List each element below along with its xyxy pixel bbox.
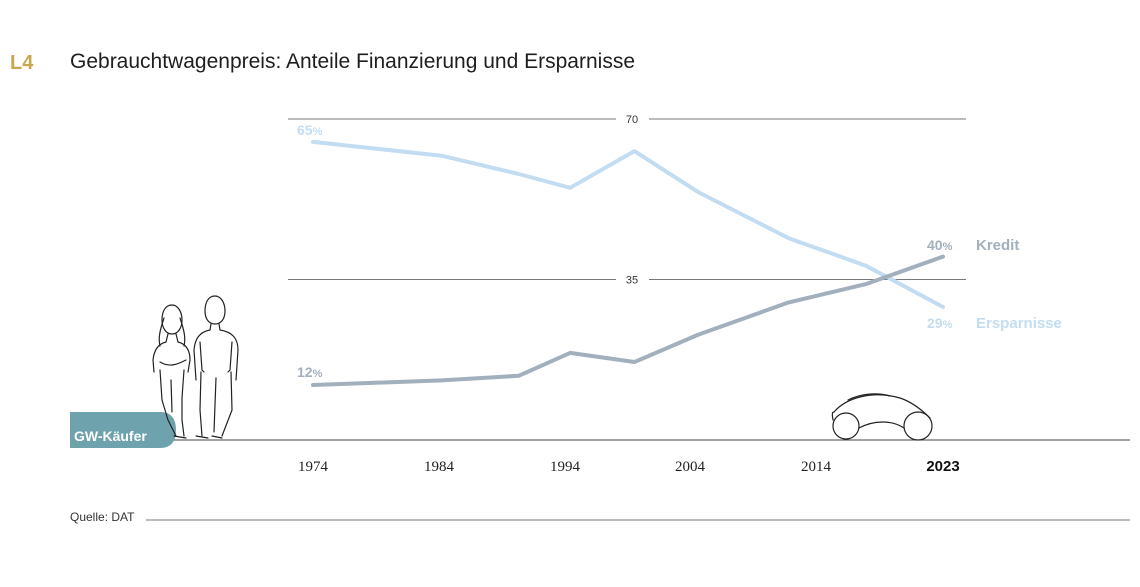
label-kredit-last: 40%: [927, 237, 953, 253]
x-tick-1994: 1994: [550, 459, 581, 475]
label-ersparnisse-first: 65%: [297, 122, 323, 138]
source-note: Quelle: DAT: [70, 510, 135, 524]
series-name-kredit: Kredit: [976, 237, 1019, 254]
x-axis-ticks: 1974 1984 1994 2004 2014 2023: [298, 458, 960, 475]
buyers-tag: GW-Käufer: [70, 412, 176, 448]
x-tick-2004: 2004: [675, 459, 706, 475]
x-tick-1974: 1974: [298, 459, 329, 475]
label-ersparnisse-last: 29%: [927, 315, 953, 331]
couple-figure-icon: [152, 295, 239, 439]
gridline-label-35: 35: [626, 275, 638, 287]
buyers-label: GW-Käufer: [74, 428, 147, 444]
car-outline-icon: [831, 393, 933, 441]
series-name-ersparnisse: Ersparnisse: [976, 315, 1062, 332]
chart-number-badge: L4: [10, 52, 34, 74]
x-tick-2014: 2014: [801, 459, 832, 475]
series-lines: [311, 139, 945, 387]
gridline-label-70: 70: [626, 114, 638, 126]
x-tick-1984: 1984: [424, 459, 455, 475]
x-tick-2023: 2023: [926, 458, 959, 475]
label-kredit-first: 12%: [297, 364, 323, 380]
chart-title: Gebrauchtwagenpreis: Anteile Finanzierun…: [70, 50, 636, 73]
data-labels: 12% 40% 65% 29% Kredit Ersparnisse: [297, 122, 1062, 380]
gridlines: 70 35: [288, 114, 966, 287]
